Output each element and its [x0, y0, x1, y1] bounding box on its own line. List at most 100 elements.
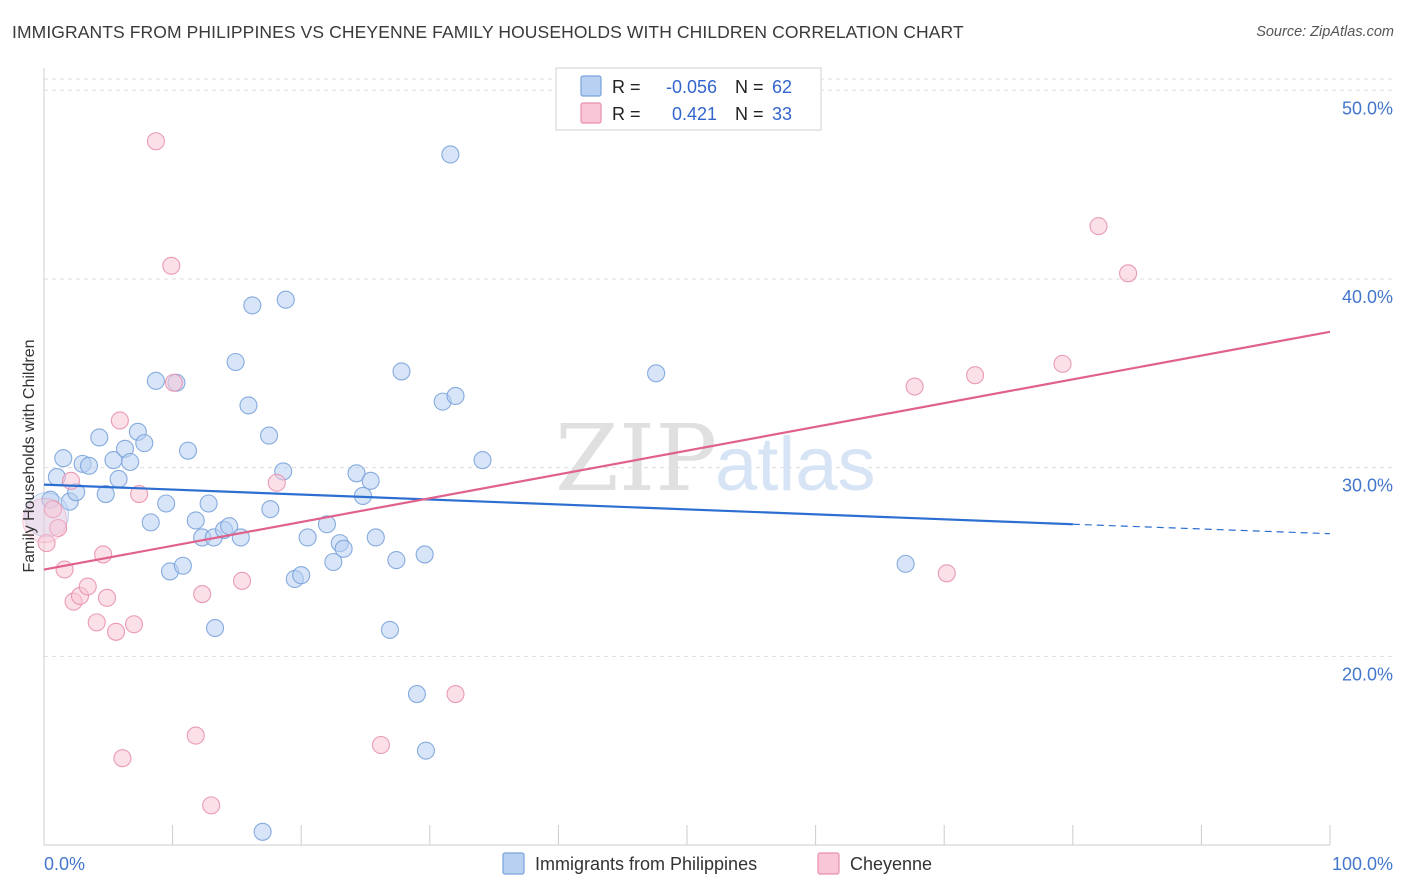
- pink-data-point: [1119, 264, 1138, 283]
- chart-source: Source: ZipAtlas.com: [1256, 24, 1394, 40]
- pink-trend-line: [43, 330, 1331, 571]
- blue-data-point: [135, 434, 154, 453]
- pink-data-point: [113, 749, 132, 768]
- pink-data-point: [202, 796, 221, 815]
- pink-data-point: [37, 534, 56, 553]
- blue-data-point: [157, 494, 176, 513]
- pink-data-point: [371, 735, 390, 755]
- y-axis-title: Family Households with Children: [21, 340, 38, 573]
- x-tick-label-max: 100.0%: [1332, 854, 1393, 874]
- blue-data-point: [205, 618, 225, 638]
- legend-swatch-pink: [580, 102, 602, 124]
- series-legend-swatch-blue: [502, 852, 525, 875]
- pink-data-point: [106, 622, 126, 641]
- pink-data-point: [1053, 354, 1072, 373]
- y-tick-label: 50.0%: [1342, 98, 1393, 118]
- watermark-zip: ZIP: [555, 405, 717, 512]
- blue-trend-extension: [1072, 523, 1331, 535]
- points-layer: [22, 132, 1138, 841]
- blue-data-point: [647, 364, 666, 383]
- axes-layer: 20.0% 30.0% 40.0% 50.0%: [43, 68, 1393, 846]
- watermark: ZIP atlas: [555, 405, 876, 512]
- legend-r-value-2: 0.421: [672, 104, 717, 124]
- chart-title: IMMIGRANTS FROM PHILIPPINES VS CHEYENNE …: [12, 22, 964, 42]
- trend-layer: [43, 330, 1331, 571]
- blue-data-point: [416, 741, 435, 760]
- watermark-atlas: atlas: [715, 422, 876, 507]
- pink-data-point: [130, 485, 149, 504]
- pink-data-point: [267, 473, 286, 492]
- pink-data-point: [162, 256, 181, 275]
- blue-data-point: [347, 464, 366, 483]
- blue-data-point: [173, 556, 192, 575]
- blue-data-point: [109, 469, 128, 489]
- blue-data-point: [292, 566, 311, 585]
- legend-r-label-2: R =: [612, 104, 641, 124]
- blue-data-point: [90, 428, 109, 447]
- blue-data-point: [121, 452, 140, 472]
- blue-data-point: [146, 371, 165, 390]
- pink-data-point: [87, 613, 106, 632]
- blue-data-point: [366, 528, 385, 547]
- pink-data-point: [193, 585, 212, 604]
- pink-data-point: [124, 615, 144, 634]
- legend-n-value-2: 33: [772, 104, 792, 124]
- pink-data-point: [966, 366, 985, 385]
- blue-data-point: [276, 290, 295, 309]
- series-legend-label-pink: Cheyenne: [850, 854, 932, 874]
- series-legend-label-blue: Immigrants from Philippines: [535, 854, 757, 874]
- blue-data-point: [259, 426, 279, 445]
- pink-data-point: [164, 373, 183, 392]
- blue-data-point: [141, 513, 160, 532]
- blue-data-point: [896, 554, 915, 573]
- legend-r-value-1: -0.056: [666, 77, 717, 97]
- legend-n-label-2: N =: [735, 104, 764, 124]
- blue-data-point: [261, 500, 280, 519]
- legend-n-value-1: 62: [772, 77, 792, 97]
- pink-data-point: [78, 577, 97, 596]
- series-legend: Immigrants from Philippines Cheyenne: [502, 852, 932, 875]
- blue-data-point: [96, 485, 115, 504]
- blue-data-point: [415, 545, 434, 564]
- blue-data-point: [317, 515, 336, 534]
- stats-legend: R = -0.056 N = 62 R = 0.421 N = 33: [555, 67, 822, 131]
- blue-trend-line: [43, 483, 1073, 526]
- y-tick-label: 30.0%: [1342, 476, 1393, 496]
- x-tick-label-min: 0.0%: [44, 854, 85, 874]
- pink-data-point: [110, 411, 129, 430]
- pink-data-point: [22, 497, 68, 544]
- pink-data-point: [232, 571, 252, 590]
- pink-data-point: [446, 685, 465, 704]
- blue-data-point: [334, 539, 353, 558]
- blue-data-point: [407, 685, 426, 704]
- blue-data-point: [54, 449, 73, 468]
- legend-r-label-1: R =: [612, 77, 641, 97]
- blue-data-point: [387, 551, 406, 570]
- grid-layer: [44, 78, 1392, 657]
- blue-data-point: [446, 386, 465, 406]
- blue-data-point: [441, 145, 460, 164]
- blue-data-point: [79, 456, 99, 475]
- y-tick-label: 40.0%: [1342, 287, 1393, 307]
- blue-data-point: [380, 620, 399, 639]
- blue-data-point: [226, 352, 245, 372]
- blue-data-point: [178, 441, 198, 460]
- pink-data-point: [97, 588, 117, 607]
- blue-data-point: [324, 552, 343, 572]
- pink-data-point: [186, 726, 205, 745]
- blue-data-point: [361, 471, 380, 490]
- blue-data-point: [239, 396, 258, 415]
- blue-data-point: [243, 296, 262, 315]
- pink-data-point: [43, 500, 63, 519]
- blue-data-point: [199, 494, 218, 513]
- blue-data-point: [186, 511, 205, 530]
- pink-data-point: [146, 132, 165, 151]
- blue-data-point: [253, 822, 272, 841]
- y-tick-label: 20.0%: [1342, 664, 1393, 684]
- pink-data-point: [905, 377, 924, 396]
- pink-data-point: [49, 518, 68, 538]
- pink-data-point: [1089, 217, 1108, 236]
- legend-swatch-blue: [580, 75, 602, 97]
- blue-data-point: [298, 528, 317, 547]
